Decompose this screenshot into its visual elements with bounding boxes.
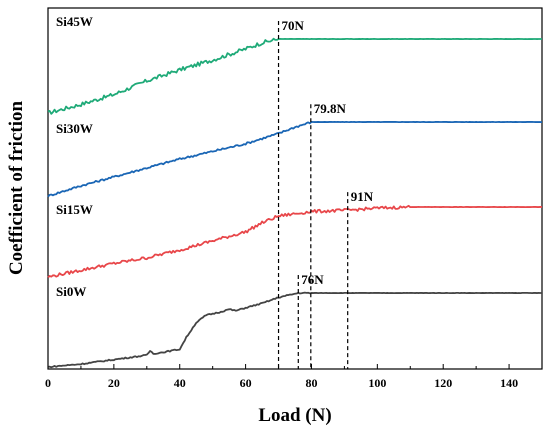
marker-label-70n: 70N [282,18,305,33]
x-tick-label-20: 20 [108,376,120,390]
series-line-si45w [47,37,543,115]
x-tick-label-140: 140 [500,376,518,390]
series-label-si45w: Si45W [56,14,93,29]
series-label-si30w: Si30W [56,121,93,136]
x-tick-label-120: 120 [434,376,452,390]
series-layer [47,37,543,369]
x-tick-label-80: 80 [305,376,317,390]
annotation-layer: 70N 79.8N 91N 76N [277,18,374,369]
x-axis-title: Load (N) [258,405,331,426]
marker-label-76n: 76N [301,272,324,287]
series-label-si15w: Si15W [56,202,93,217]
x-tick-label-60: 60 [240,376,252,390]
x-tick-label-40: 40 [174,376,186,390]
x-tick-label-0: 0 [45,376,51,390]
marker-label-91n: 91N [351,189,374,204]
series-line-si15w [47,204,542,279]
x-tick-label-100: 100 [368,376,386,390]
plot-frame [47,7,543,370]
y-axis-title: Coefficient of friction [6,101,27,276]
marker-label-79.8n: 79.8N [314,101,347,116]
series-line-si30w [47,120,543,198]
series-label-si0w: Si0W [56,284,86,299]
series-labels: Si45W Si30W Si15W Si0W [56,14,93,299]
series-line-si0w [47,291,543,369]
x-axis-ticks: 0 20 40 60 80 100 120 140 [45,364,518,390]
